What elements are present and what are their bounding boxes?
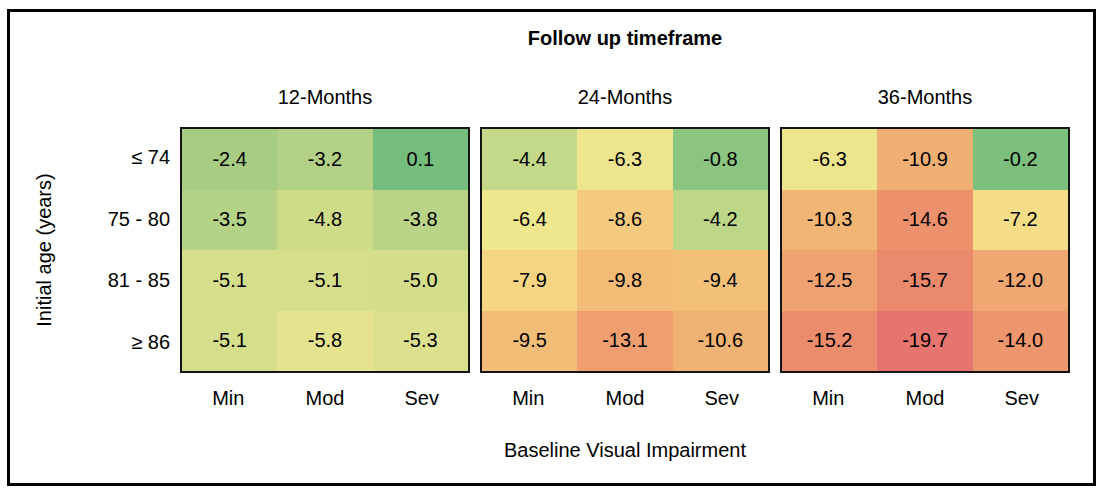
col-label: Mod [277,384,374,412]
col-label: Sev [373,384,470,412]
heatmap-cell: -12.0 [973,250,1068,311]
col-label: Min [480,384,577,412]
heatmap-cell: -7.2 [973,190,1068,251]
row-label: ≥ 86 [20,312,170,374]
heatmap-cell: -15.7 [877,250,972,311]
heatmap-cell: -6.3 [577,129,672,190]
heatmap-cell: -10.9 [877,129,972,190]
col-label: Sev [973,384,1070,412]
col-label: Sev [673,384,770,412]
panel-title: 12-Months [180,83,470,111]
heatmap-cell: -4.4 [482,129,577,190]
heatmap-cell: -3.5 [182,190,277,251]
heatmap-cell: -13.1 [577,311,672,372]
col-label: Min [780,384,877,412]
x-axis-tick-labels: MinModSev [480,384,770,412]
panel-title: 24-Months [480,83,770,111]
heatmap-cell: -5.3 [373,311,468,372]
heatmap-cell: -4.8 [277,190,372,251]
heatmap-cell: -19.7 [877,311,972,372]
heatmap-cell: -6.3 [782,129,877,190]
heatmap-cell: -0.2 [973,129,1068,190]
heatmap-cell: -5.0 [373,250,468,311]
x-axis-label: Baseline Visual Impairment [180,436,1070,464]
row-label: 81 - 85 [20,250,170,312]
row-label: ≤ 74 [20,127,170,189]
heatmap-cell: -12.5 [782,250,877,311]
heatmap-cell: -10.6 [673,311,768,372]
heatmap-cell: -2.4 [182,129,277,190]
heatmap-cell: -4.2 [673,190,768,251]
heatmap-cell: -8.6 [577,190,672,251]
heatmap-cell: 0.1 [373,129,468,190]
heatmap-panel: -4.4-6.3-0.8 -6.4-8.6-4.2 -7.9-9.8-9.4 -9.5… [480,127,770,373]
chart-title: Follow up timeframe [180,24,1070,52]
col-label: Min [180,384,277,412]
heatmap-cell: -6.4 [482,190,577,251]
heatmap-cell: -9.8 [577,250,672,311]
heatmap-cell: -5.1 [277,250,372,311]
heatmap-cell: -5.1 [182,250,277,311]
panel-title: 36-Months [780,83,1070,111]
heatmap-cell: -3.8 [373,190,468,251]
heatmap-cell: -14.0 [973,311,1068,372]
heatmap-cell: -15.2 [782,311,877,372]
heatmap-cell: -5.1 [182,311,277,372]
col-label: Mod [877,384,974,412]
heatmap-cell: -7.9 [482,250,577,311]
heatmap-panel: -6.3-10.9-0.2 -10.3-14.6-7.2 -12.5-15.7-12… [780,127,1070,373]
x-axis-tick-labels: MinModSev [180,384,470,412]
heatmap-cell: -3.2 [277,129,372,190]
x-axis-tick-labels: MinModSev [780,384,1070,412]
heatmap-cell: -14.6 [877,190,972,251]
heatmap-panel: -2.4-3.20.1-3.5-4.8-3.8-5.1-5.1-5.0-5.1-… [180,127,470,373]
heatmap-cell: -10.3 [782,190,877,251]
row-label: 75 - 80 [20,189,170,251]
y-axis-tick-labels: ≤ 7475 - 8081 - 85≥ 86 [20,127,170,373]
heatmap-cell: -5.8 [277,311,372,372]
heatmap-cell: -9.4 [673,250,768,311]
col-label: Mod [577,384,674,412]
heatmap-cell: -0.8 [673,129,768,190]
heatmap-cell: -9.5 [482,311,577,372]
